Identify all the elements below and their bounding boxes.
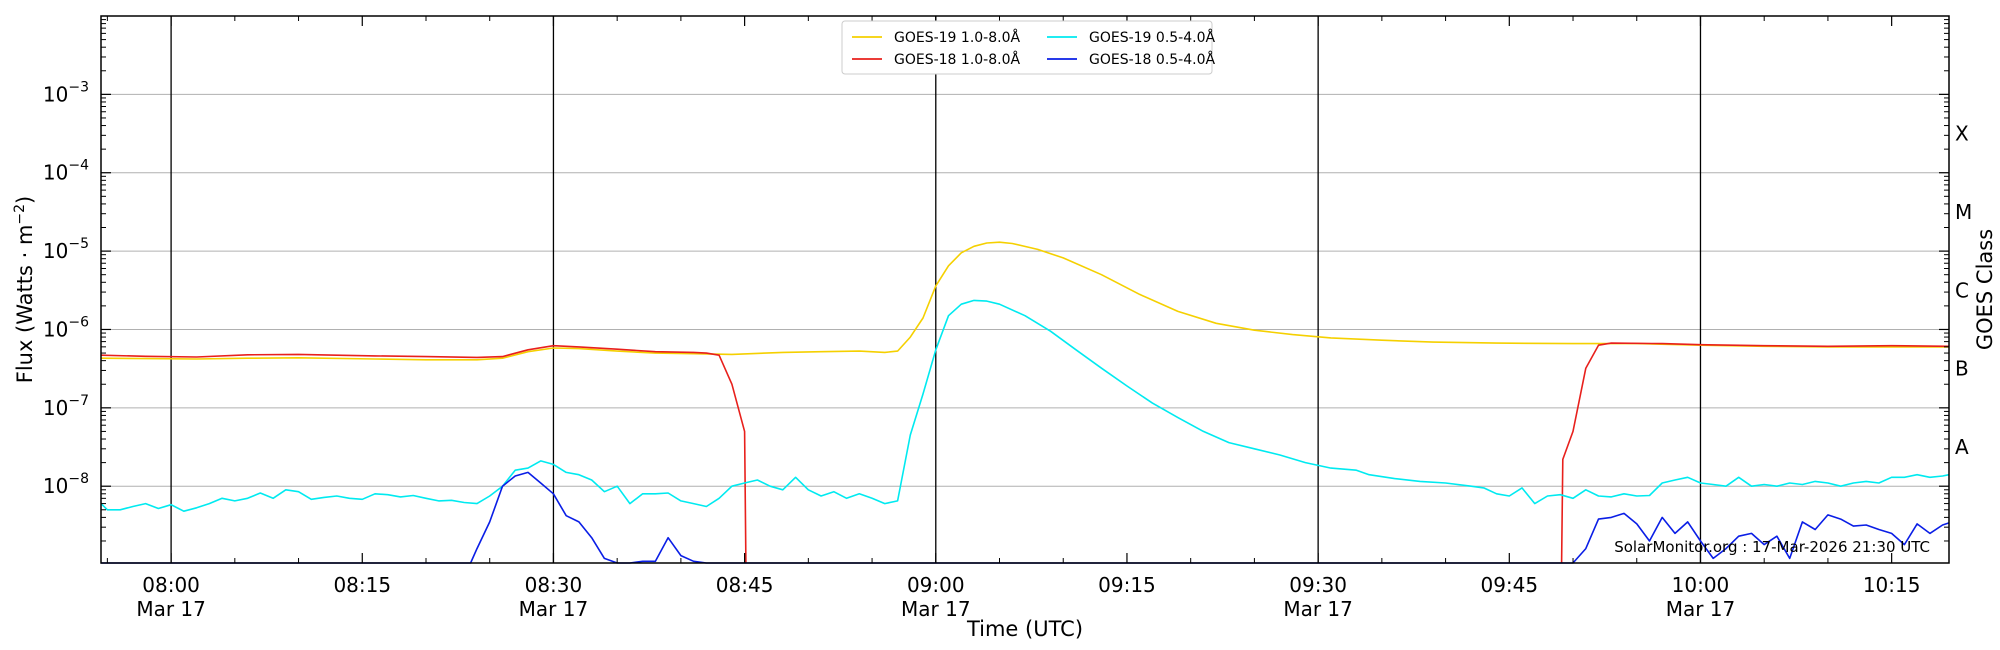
x-tick-time: 09:15 [1098, 573, 1156, 597]
goes-class-C: C [1955, 278, 1969, 302]
y-tick-label: 10−5 [43, 236, 89, 263]
x-axis-label: Time (UTC) [966, 617, 1083, 641]
goes-class-M: M [1955, 200, 1972, 224]
series-line-3 [101, 471, 1950, 564]
legend-entry-label: GOES-19 0.5-4.0Å [1089, 29, 1215, 46]
x-tick-date: Mar 17 [901, 597, 971, 621]
x-tick-time: 08:30 [525, 573, 583, 597]
x-tick-date: Mar 17 [1666, 597, 1736, 621]
series-line-1-segment-2 [1560, 342, 1950, 564]
y-axis-label: Flux (Watts · m−2) [12, 196, 37, 384]
series-line-0 [100, 241, 1949, 361]
series-line-1 [100, 344, 747, 564]
series-line-2 [100, 299, 1950, 513]
legend-entry-label: GOES-18 1.0-8.0Å [894, 51, 1020, 68]
y-tick-label: 10−7 [43, 393, 89, 420]
grid-lines [101, 93, 1949, 487]
legend-entry-label: GOES-19 1.0-8.0Å [894, 29, 1020, 46]
series-layer [100, 241, 1950, 564]
axis-ticks [101, 16, 1949, 563]
x-tick-time: 08:00 [142, 573, 200, 597]
credit-text: SolarMonitor.org : 17-Mar-2026 21:30 UTC [1614, 538, 1930, 556]
x-tick-time: 10:15 [1863, 573, 1921, 597]
x-tick-time: 08:45 [716, 573, 774, 597]
x-tick-date: Mar 17 [136, 597, 206, 621]
x-tick-date: Mar 17 [1283, 597, 1353, 621]
y-tick-labels: 10−8 10−7 10−6 10−5 10−4 10−3 [43, 79, 89, 498]
y-tick-label: 10−8 [43, 471, 89, 498]
goes-class-axis-label: GOES Class [1973, 229, 1997, 350]
y-tick-label: 10−6 [43, 314, 89, 341]
day-vertical-lines [170, 16, 1702, 563]
legend: GOES-19 1.0-8.0Å GOES-19 0.5-4.0Å GOES-18 … [841, 20, 1215, 75]
y-tick-label: 10−4 [43, 158, 89, 185]
y-tick-label: 10−3 [43, 79, 89, 106]
goes-class-B: B [1955, 357, 1969, 381]
x-tick-time: 10:00 [1672, 573, 1730, 597]
x-tick-time: 09:30 [1289, 573, 1347, 597]
x-tick-time: 09:45 [1480, 573, 1538, 597]
goes-class-labels: A B C M X [1955, 122, 1972, 459]
legend-entry-label: GOES-18 0.5-4.0Å [1089, 51, 1215, 68]
plot-frame [100, 15, 1950, 564]
goes-class-X: X [1955, 122, 1969, 146]
x-tick-time: 08:15 [333, 573, 391, 597]
legend-box [841, 20, 1213, 75]
goes-class-A: A [1955, 435, 1969, 459]
x-tick-time: 09:00 [907, 573, 965, 597]
x-tick-date: Mar 17 [519, 597, 589, 621]
